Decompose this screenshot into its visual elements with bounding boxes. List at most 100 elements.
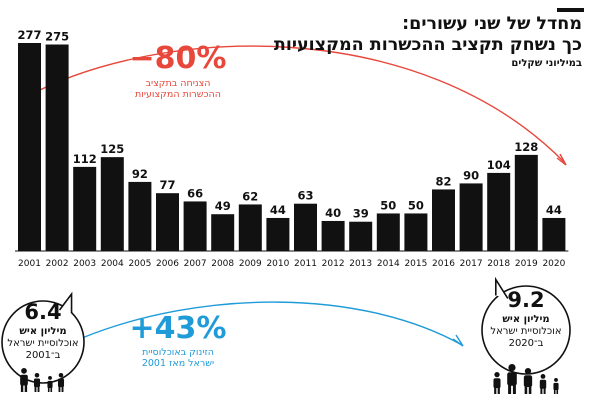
- value-label-2016: 82: [435, 174, 451, 188]
- value-label-2001: 277: [17, 28, 41, 42]
- bar-2015: [404, 213, 428, 251]
- year-label-2014: 2014: [377, 259, 400, 269]
- population-change-value: +43%: [129, 311, 227, 346]
- budget-change-line1: הצניחה בתקציב: [145, 78, 211, 89]
- value-label-2011: 63: [297, 189, 313, 203]
- bar-2001: [18, 43, 41, 251]
- year-label-2013: 2013: [349, 259, 372, 269]
- population-2020-unit: מיליון איש: [502, 314, 550, 325]
- value-label-2010: 44: [270, 203, 286, 217]
- value-label-2006: 77: [159, 178, 175, 192]
- bar-2012: [321, 220, 345, 251]
- value-label-2009: 62: [242, 189, 258, 203]
- bar-2013: [349, 221, 373, 251]
- population-arrow-head: [452, 334, 464, 347]
- year-label-2009: 2009: [239, 259, 262, 269]
- value-label-2017: 90: [463, 168, 479, 182]
- bar-2019: [514, 154, 538, 251]
- year-label-2017: 2017: [460, 259, 483, 269]
- family-icon-2020: [493, 364, 559, 394]
- budget-change-value: −80%: [129, 41, 227, 76]
- population-2001-unit: מיליון איש: [19, 326, 67, 337]
- chart-title: מחדל של שני עשורים: כך נשחק תקציב ההכשרו…: [242, 14, 582, 56]
- year-label-2004: 2004: [101, 259, 124, 269]
- population-change-line2: ישראל מאז 2001: [141, 358, 215, 369]
- person-icon-1: [20, 368, 28, 392]
- year-label-2001: 2001: [18, 259, 41, 269]
- chart-subtitle: במיליוני שקלים: [511, 58, 582, 69]
- bar-2008: [211, 214, 235, 251]
- bar-2017: [459, 183, 483, 251]
- value-label-2004: 125: [100, 142, 124, 156]
- bar-2004: [100, 157, 124, 251]
- family-icon-2001-bubble: [1, 291, 85, 392]
- population-change-line1: הזינוק באוכלוסיית: [142, 347, 214, 358]
- value-label-2005: 92: [132, 167, 148, 181]
- budget-change-caption: הצניחה בתקציב ההכשרות המקצועיות: [108, 78, 248, 100]
- value-label-2019: 128: [514, 140, 538, 154]
- value-label-2007: 66: [187, 186, 203, 200]
- population-2020-caption: מיליון איש אוכלוסיית ישראל ב־2020: [486, 314, 566, 350]
- person-icon-1: [493, 372, 501, 394]
- year-label-2005: 2005: [128, 259, 151, 269]
- bar-2011: [294, 203, 317, 251]
- population-2001-line2: ב־2001: [25, 350, 61, 361]
- person-icon-2: [33, 373, 41, 392]
- person-icon-3: [47, 376, 53, 392]
- bar-2003: [73, 166, 97, 251]
- year-label-2006: 2006: [156, 259, 179, 269]
- year-label-2016: 2016: [432, 259, 455, 269]
- year-label-2015: 2015: [404, 259, 427, 269]
- population-2001-line1: אוכלוסיית ישראל: [7, 338, 79, 349]
- family-icon-2001: [20, 368, 65, 392]
- population-2001-caption: מיליון איש אוכלוסיית ישראל ב־2001: [3, 326, 83, 362]
- year-label-2011: 2011: [294, 259, 317, 269]
- bar-2009: [238, 204, 262, 251]
- value-label-2020: 44: [546, 203, 562, 217]
- population-2020-value: 9.2: [507, 288, 545, 312]
- bar-2007: [183, 201, 207, 251]
- year-label-2020: 2020: [542, 259, 565, 269]
- person-icon-5: [553, 378, 559, 394]
- population-2020-line2: ב־2020: [508, 338, 544, 349]
- bar-2005: [128, 181, 152, 251]
- bar-2014: [376, 213, 400, 251]
- value-label-2002: 275: [45, 30, 69, 44]
- year-label-2008: 2008: [211, 259, 234, 269]
- budget-arrow-head: [556, 153, 567, 166]
- year-label-2007: 2007: [184, 259, 207, 269]
- chart-title-line1: מחדל של שני עשורים:: [402, 14, 582, 34]
- population-2001-value: 6.4: [24, 300, 62, 324]
- year-label-2002: 2002: [46, 259, 69, 269]
- value-label-2014: 50: [380, 198, 396, 212]
- population-change-caption: הזינוק באוכלוסיית ישראל מאז 2001: [108, 347, 248, 369]
- year-label-2003: 2003: [73, 259, 96, 269]
- person-icon-4: [539, 374, 547, 394]
- bar-2020: [542, 217, 566, 251]
- year-label-2010: 2010: [266, 259, 289, 269]
- value-label-2012: 40: [325, 206, 341, 220]
- year-label-2019: 2019: [515, 259, 538, 269]
- bar-2016: [432, 189, 455, 251]
- bar-2018: [487, 172, 511, 251]
- chart-title-line2: כך נשחק תקציב ההכשרות המקצועיות: [273, 35, 582, 55]
- population-2020-line1: אוכלוסיית ישראל: [490, 326, 562, 337]
- person-icon-2: [507, 364, 517, 394]
- year-label-2012: 2012: [322, 259, 345, 269]
- title-accent-bar: [557, 8, 584, 12]
- value-label-2003: 112: [73, 152, 97, 166]
- person-icon-4: [57, 373, 65, 392]
- population-trend-arc: [81, 301, 463, 346]
- budget-change-line2: ההכשרות המקצועיות: [135, 89, 221, 100]
- budget-trend-arc: [25, 45, 566, 164]
- bar-2006: [156, 193, 179, 251]
- family-icon-2020-bubble: [481, 276, 571, 394]
- value-label-2018: 104: [487, 158, 511, 172]
- value-label-2015: 50: [408, 198, 424, 212]
- bar-2002: [45, 44, 69, 252]
- value-label-2008: 49: [215, 199, 231, 213]
- year-label-2018: 2018: [487, 259, 510, 269]
- bar-2010: [266, 217, 290, 251]
